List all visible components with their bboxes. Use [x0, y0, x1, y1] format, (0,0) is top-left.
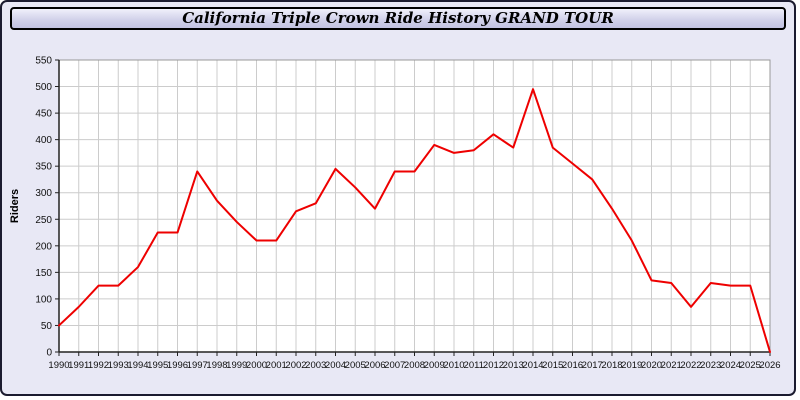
- x-tick-label: 2015: [542, 360, 563, 371]
- x-tick-label: 2006: [364, 360, 385, 371]
- x-tick-label: 2002: [285, 360, 306, 371]
- x-tick-label: 1990: [48, 360, 69, 371]
- x-tick-label: 2010: [443, 360, 464, 371]
- x-tick-label: 2018: [601, 360, 622, 371]
- y-tick-label: 500: [35, 82, 52, 93]
- x-tick-label: 2000: [246, 360, 267, 371]
- x-tick-label: 2022: [680, 360, 701, 371]
- x-tick-label: 2014: [522, 360, 543, 371]
- chart-title-bar: California Triple Crown Ride History GRA…: [10, 7, 786, 30]
- y-tick-label: 200: [35, 241, 52, 252]
- x-tick-label: 2023: [700, 360, 721, 371]
- x-tick-label: 2024: [720, 360, 741, 371]
- x-tick-label: 2021: [661, 360, 682, 371]
- line-chart: 0501001502002503003504004505005501990199…: [9, 56, 781, 372]
- x-tick-label: 1993: [108, 360, 129, 371]
- x-tick-label: 2026: [759, 360, 780, 371]
- x-tick-label: 2012: [483, 360, 504, 371]
- y-tick-label: 550: [35, 56, 52, 67]
- x-tick-label: 1998: [206, 360, 227, 371]
- y-tick-label: 350: [35, 162, 52, 173]
- x-tick-label: 1995: [147, 360, 168, 371]
- y-tick-label: 450: [35, 109, 52, 120]
- x-tick-label: 1991: [68, 360, 89, 371]
- riders-line: [58, 88, 771, 353]
- x-tick-label: 2007: [384, 360, 405, 371]
- x-tick-label: 1992: [88, 360, 109, 371]
- x-tick-label: 2003: [305, 360, 326, 371]
- x-tick-label: 2009: [424, 360, 445, 371]
- x-tick-label: 2005: [345, 360, 366, 371]
- y-tick-label: 0: [46, 348, 52, 359]
- y-tick-label: 300: [35, 188, 52, 199]
- x-tick-label: 1994: [127, 360, 148, 371]
- y-tick-label: 150: [35, 268, 52, 279]
- y-tick-label: 100: [35, 294, 52, 305]
- x-tick-label: 1996: [167, 360, 188, 371]
- y-tick-label: 400: [35, 135, 52, 146]
- x-tick-label: 2011: [464, 360, 484, 371]
- x-tick-label: 1997: [187, 360, 208, 371]
- y-axis-label: Riders: [9, 189, 21, 223]
- x-tick-label: 2013: [503, 360, 524, 371]
- x-tick-label: 2020: [641, 360, 662, 371]
- y-tick-label: 250: [35, 215, 52, 226]
- x-tick-label: 1999: [226, 360, 247, 371]
- chart-title: California Triple Crown Ride History GRA…: [182, 9, 614, 27]
- x-tick-label: 2008: [404, 360, 425, 371]
- x-tick-label: 2004: [325, 360, 346, 371]
- chart-container: 0 50 100 150 200 250 300 350 400 450 500 550 1990 199…: [2, 44, 794, 394]
- x-tick-label: 2016: [562, 360, 583, 371]
- x-tick-label: 2001: [266, 360, 287, 371]
- y-tick-label: 50: [41, 321, 53, 332]
- x-tick-label: 2019: [621, 360, 642, 371]
- x-tick-label: 2025: [740, 360, 761, 371]
- x-tick-label: 2017: [582, 360, 603, 371]
